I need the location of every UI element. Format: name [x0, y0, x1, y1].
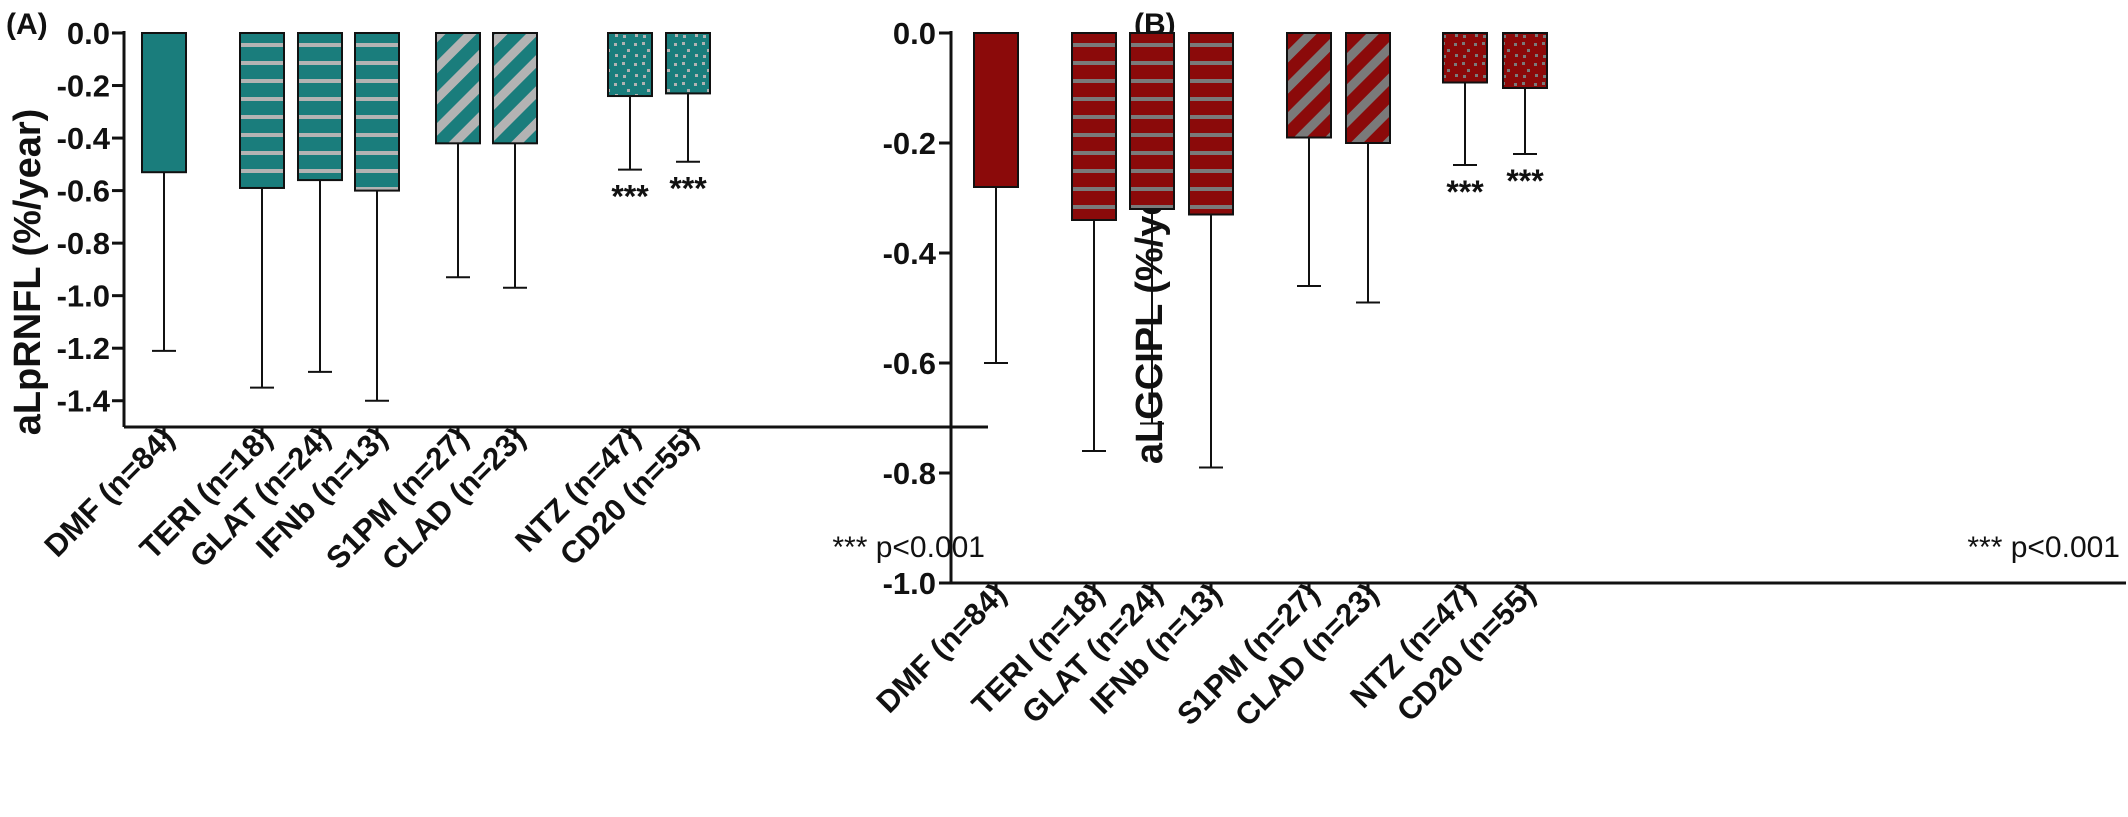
panel-b-chart: (B) aLGCIPL (%/year) 0.0-0.2-0.4-0.6-0.8…	[869, 8, 2126, 733]
bar-group	[492, 32, 538, 289]
bar-group	[1071, 32, 1117, 452]
y-tick-label: -0.8	[57, 226, 110, 261]
bar	[1502, 32, 1548, 89]
bar-group: ***	[607, 32, 653, 215]
significance-marker: ***	[611, 179, 649, 215]
panel-b-x-tick-labels: DMF (n=84)TERI (n=18)GLAT (n=24)IFNb (n=…	[869, 576, 1541, 733]
bar	[1129, 32, 1175, 210]
y-tick-label: -1.4	[57, 384, 111, 419]
bar-group	[141, 32, 187, 352]
panel-a-axes: 0.0 -0.2 -0.4 -0.6 -0.8 -1.0 -1.2 -1.4	[57, 16, 988, 439]
y-tick-label: -0.4	[883, 236, 937, 271]
bar	[607, 32, 653, 98]
y-tick-label: -0.2	[57, 69, 110, 104]
bar	[1345, 32, 1391, 144]
panel-a-significance-legend: *** p<0.001	[832, 531, 985, 564]
bar-group: ***	[1502, 32, 1548, 199]
bar-group	[1286, 32, 1332, 287]
bar	[492, 32, 538, 145]
bar-group: ***	[1442, 32, 1488, 210]
panel-b-axes: 0.0 -0.2 -0.4 -0.6 -0.8 -1.0	[883, 16, 2126, 601]
y-tick-label: -0.2	[883, 126, 936, 161]
panel-b-bars: *** ***	[973, 32, 1548, 469]
bar	[297, 32, 343, 182]
bar-group: ***	[665, 32, 711, 207]
panel-a-y-axis-label: aLpRNFL (%/year)	[7, 109, 49, 436]
significance-marker: ***	[669, 171, 707, 207]
panel-b-significance-legend: *** p<0.001	[1967, 531, 2120, 564]
bar	[1188, 32, 1234, 216]
bar-group	[1345, 32, 1391, 304]
bar	[354, 32, 400, 192]
panel-a-chart: (A) aLpRNFL (%/year) 0.0 -0.2 -0.4 -0.6 -0.8…	[6, 8, 988, 577]
bar	[1286, 32, 1332, 139]
panel-a-label: (A)	[6, 8, 48, 41]
y-tick-label: -0.6	[57, 174, 110, 209]
bar	[1442, 32, 1488, 84]
y-tick-label: -1.2	[57, 331, 110, 366]
y-tick-label: -1.0	[57, 279, 110, 314]
y-tick-label: -1.0	[883, 566, 936, 601]
bar-group	[354, 32, 400, 402]
bar	[1071, 32, 1117, 221]
y-tick-label: 0.0	[67, 16, 110, 51]
bar	[973, 32, 1019, 188]
panel-a-x-tick-labels: DMF (n=84)TERI (n=18)GLAT (n=24)IFNb (n=…	[37, 420, 704, 577]
y-tick-label: -0.8	[883, 456, 936, 491]
significance-marker: ***	[1506, 163, 1544, 199]
bar-group	[973, 32, 1019, 364]
y-tick-label: 0.0	[893, 16, 936, 51]
bar-group	[297, 32, 343, 373]
significance-marker: ***	[1446, 174, 1484, 210]
bar	[435, 32, 481, 145]
bar-group	[1129, 32, 1175, 425]
bar	[141, 32, 187, 174]
bar-group	[1188, 32, 1234, 469]
y-tick-label: -0.6	[883, 346, 936, 381]
bar	[665, 32, 711, 95]
bar	[239, 32, 285, 189]
panel-a-bars: *** ***	[141, 32, 711, 402]
bar-group	[435, 32, 481, 279]
bar-group	[239, 32, 285, 389]
y-tick-label: -0.4	[57, 121, 111, 156]
